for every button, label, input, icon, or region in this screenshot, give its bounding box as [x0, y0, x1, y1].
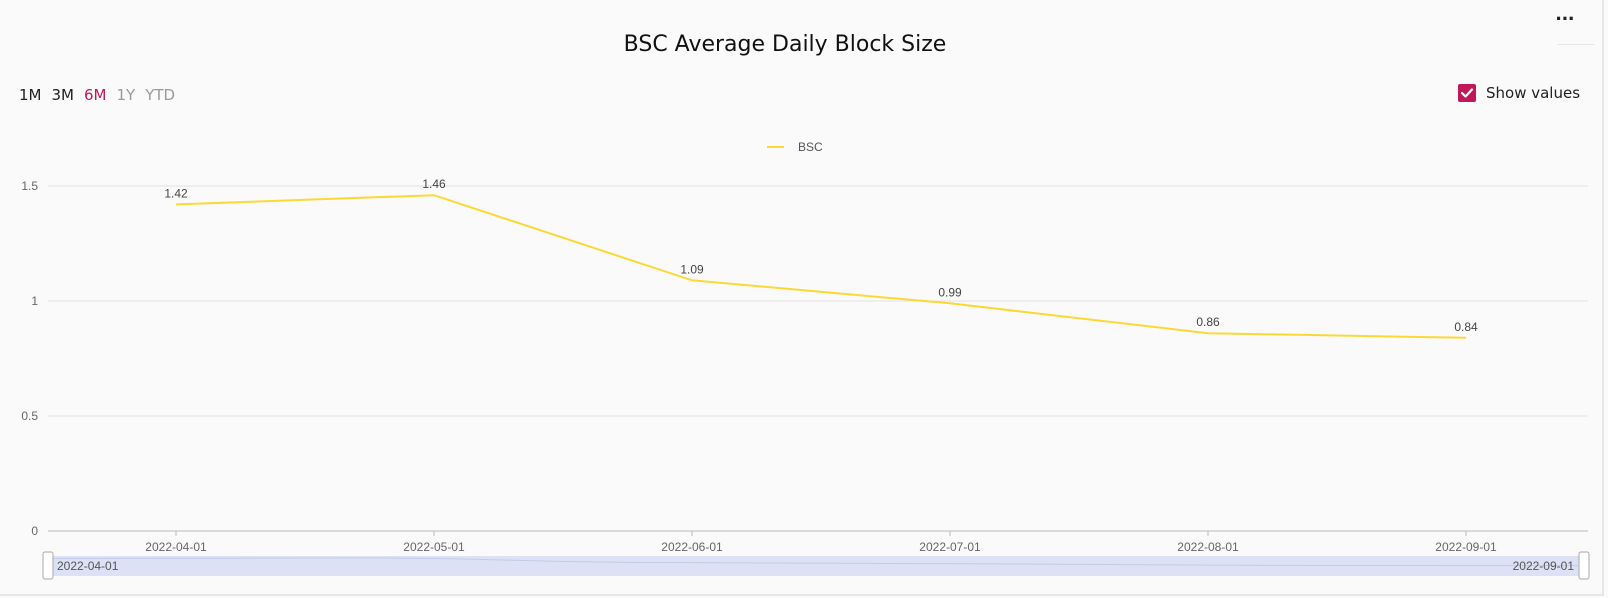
slider-handle-left[interactable] — [42, 551, 54, 580]
range-selector: 1M 3M 6M 1Y YTD — [19, 86, 175, 104]
y-tick-label: 0.5 — [21, 409, 38, 423]
x-tick-label: 2022-08-01 — [1177, 540, 1239, 554]
x-axis: 2022-04-01 2022-05-01 2022-06-01 2022-07-01… — [145, 531, 1497, 554]
y-axis-ticks: 0 0.5 1 1.5 — [21, 179, 38, 538]
x-tick-label: 2022-07-01 — [919, 540, 981, 554]
data-label: 0.86 — [1196, 315, 1220, 329]
show-values-toggle[interactable]: Show values — [1458, 84, 1580, 102]
range-1y-button[interactable]: 1Y — [116, 86, 136, 104]
data-label: 1.46 — [422, 177, 446, 191]
x-tick-label: 2022-09-01 — [1435, 540, 1497, 554]
y-tick-label: 1 — [31, 294, 38, 308]
chart-title: BSC Average Daily Block Size — [623, 32, 947, 57]
data-label: 1.09 — [680, 262, 704, 276]
series-line-bsc — [175, 194, 1467, 339]
checkmark-icon — [1460, 88, 1474, 98]
slider-end-label: 2022-09-01 — [1513, 559, 1575, 573]
data-label: 0.84 — [1454, 320, 1478, 334]
range-slider[interactable]: 2022-04-01 2022-09-01 — [42, 551, 1590, 580]
legend-label-bsc: BSC — [798, 140, 823, 154]
range-1m-button[interactable]: 1M — [19, 86, 42, 104]
slider-track[interactable] — [48, 556, 1588, 576]
more-options-button[interactable]: ··· — [1555, 6, 1576, 31]
show-values-label: Show values — [1486, 84, 1581, 102]
slider-preview-line — [52, 557, 1585, 567]
y-tick-label: 1.5 — [21, 179, 38, 193]
legend[interactable]: BSC — [767, 140, 823, 154]
slider-handle-right[interactable] — [1578, 551, 1590, 580]
data-label: 0.99 — [938, 285, 962, 299]
x-tick-label: 2022-06-01 — [661, 540, 723, 554]
x-tick-label: 2022-05-01 — [403, 540, 465, 554]
range-ytd-button[interactable]: YTD — [145, 86, 176, 104]
x-tick-label: 2022-04-01 — [145, 540, 207, 554]
range-6m-button[interactable]: 6M — [84, 86, 107, 104]
y-tick-label: 0 — [31, 524, 38, 538]
data-labels: 1.42 1.46 1.09 0.99 0.86 0.84 — [164, 177, 1478, 334]
show-values-checkbox[interactable] — [1458, 84, 1476, 102]
series-bsc — [175, 194, 1467, 339]
range-3m-button[interactable]: 3M — [51, 86, 75, 104]
slider-start-label: 2022-04-01 — [57, 559, 119, 573]
menu-divider — [1558, 44, 1594, 45]
grid-lines — [48, 185, 1588, 532]
data-label: 1.42 — [164, 186, 188, 200]
